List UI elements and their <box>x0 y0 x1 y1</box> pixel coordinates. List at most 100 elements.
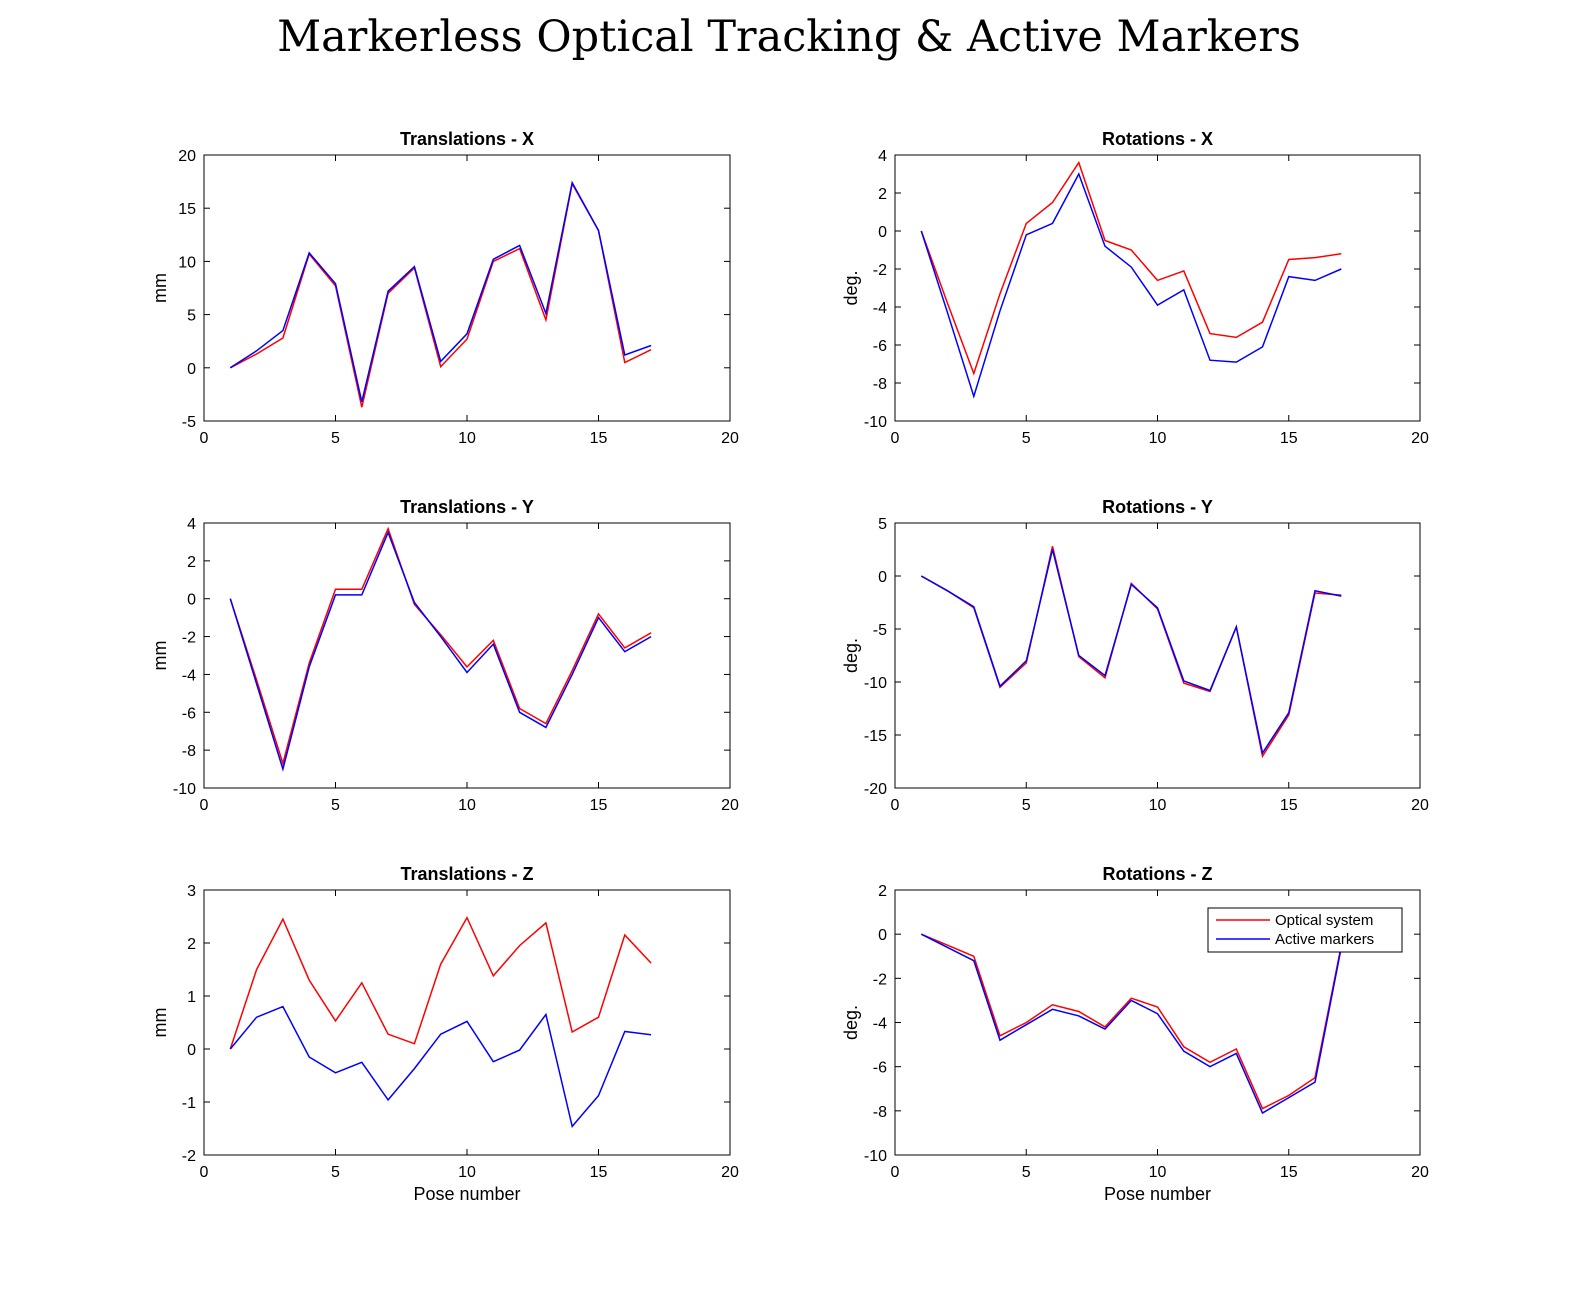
legend-label-active: Active markers <box>1275 931 1374 948</box>
panel-title: Translations - Z <box>400 864 533 884</box>
y-tick-label: -5 <box>873 622 887 639</box>
y-tick-label: -10 <box>864 414 887 431</box>
panel-title: Rotations - Z <box>1103 864 1213 884</box>
x-tick-label: 15 <box>590 797 608 814</box>
series-line-optical <box>920 160 1342 376</box>
y-tick-label: 2 <box>187 554 196 571</box>
series-line-optical <box>229 915 652 1050</box>
y-tick-label: 10 <box>178 254 196 271</box>
y-tick-label: -10 <box>864 1148 887 1165</box>
y-tick-label: 4 <box>187 516 196 533</box>
x-tick-label: 5 <box>1022 797 1031 814</box>
x-tick-label: 10 <box>458 1164 476 1181</box>
y-tick-label: 0 <box>878 927 887 944</box>
x-tick-label: 5 <box>1022 1164 1031 1181</box>
x-tick-label: 10 <box>458 430 476 447</box>
y-tick-label: -6 <box>873 338 887 355</box>
y-tick-label: -1 <box>182 1095 196 1112</box>
y-tick-label: 4 <box>878 148 887 165</box>
y-tick-label: -2 <box>182 1148 196 1165</box>
x-tick-label: 20 <box>721 797 739 814</box>
y-tick-label: 5 <box>878 516 887 533</box>
x-tick-label: 0 <box>891 1164 900 1181</box>
x-tick-label: 15 <box>1280 1164 1298 1181</box>
y-axis-label: mm <box>150 641 170 671</box>
y-tick-label: 2 <box>878 883 887 900</box>
y-tick-label: -4 <box>873 1016 887 1033</box>
figure-title: Markerless Optical Tracking & Active Mar… <box>277 12 1301 62</box>
x-tick-label: 0 <box>200 430 209 447</box>
y-tick-label: -10 <box>864 675 887 692</box>
y-tick-label: 0 <box>878 569 887 586</box>
x-tick-label: 15 <box>1280 797 1298 814</box>
x-tick-label: 10 <box>1149 430 1167 447</box>
y-tick-label: 0 <box>187 592 196 609</box>
chart-panel: 0 5 10 15 20 -10 -8 -6 -4 -2 0 2 Rotations - Z deg. Po… <box>841 864 1429 1204</box>
y-tick-label: 2 <box>878 186 887 203</box>
x-tick-label: 15 <box>590 430 608 447</box>
series-line-active <box>229 180 652 402</box>
y-tick-label: -20 <box>864 781 887 798</box>
series-line-active <box>229 1005 652 1129</box>
chart-panel: 0 5 10 15 20 -10 -8 -6 -4 -2 0 2 4 Rotations - X deg. <box>841 129 1429 447</box>
y-tick-label: 0 <box>187 1042 196 1059</box>
x-tick-label: 0 <box>200 797 209 814</box>
y-axis-label: mm <box>150 273 170 303</box>
x-axis-label: Pose number <box>1104 1184 1211 1204</box>
panel-title: Rotations - X <box>1102 129 1213 149</box>
y-tick-label: 2 <box>187 936 196 953</box>
x-tick-label: 20 <box>721 1164 739 1181</box>
chart-panel: 0 5 10 15 20 -10 -8 -6 -4 -2 0 2 4 Translations - Y mm <box>150 497 739 814</box>
y-tick-label: -6 <box>182 705 196 722</box>
y-axis-label: deg. <box>841 270 861 305</box>
y-axis-label: deg. <box>841 638 861 673</box>
series-line-active <box>920 172 1342 399</box>
x-tick-label: 0 <box>891 430 900 447</box>
y-tick-label: -8 <box>873 376 887 393</box>
series-line-active <box>920 549 1342 755</box>
x-tick-label: 20 <box>1411 797 1429 814</box>
y-tick-label: -6 <box>873 1060 887 1077</box>
chart-panel: 0 5 10 15 20 -20 -15 -10 -5 0 5 Rotations - Y deg. <box>841 497 1429 814</box>
x-tick-label: 5 <box>331 1164 340 1181</box>
plot-frame <box>894 154 1421 422</box>
y-tick-label: -5 <box>182 414 196 431</box>
x-tick-label: 5 <box>331 430 340 447</box>
legend-box <box>1207 907 1403 953</box>
chart-panel: 0 5 10 15 20 -2 -1 0 1 2 3 Translations - Z mm Pose n… <box>150 864 739 1204</box>
y-tick-label: -10 <box>173 781 196 798</box>
plot-frame <box>203 522 731 789</box>
series-line-optical <box>229 526 652 767</box>
x-tick-label: 20 <box>1411 1164 1429 1181</box>
x-tick-label: 20 <box>721 430 739 447</box>
x-tick-label: 10 <box>1149 797 1167 814</box>
y-tick-label: 15 <box>178 201 196 218</box>
panel-title: Translations - X <box>400 129 534 149</box>
y-tick-label: -8 <box>873 1104 887 1121</box>
y-tick-label: 0 <box>878 224 887 241</box>
panel-title: Translations - Y <box>400 497 534 517</box>
x-tick-label: 15 <box>1280 430 1298 447</box>
y-tick-label: 1 <box>187 989 196 1006</box>
y-tick-label: 5 <box>187 308 196 325</box>
legend: Optical system Active markers <box>1207 907 1403 953</box>
panel-title: Rotations - Y <box>1102 497 1213 517</box>
y-axis-label: mm <box>150 1008 170 1038</box>
x-tick-label: 10 <box>458 797 476 814</box>
y-tick-label: -2 <box>873 262 887 279</box>
x-tick-label: 0 <box>891 797 900 814</box>
x-tick-label: 5 <box>331 797 340 814</box>
y-tick-label: -15 <box>864 728 887 745</box>
series-line-active <box>920 933 1343 1115</box>
y-tick-label: 20 <box>178 148 196 165</box>
x-tick-label: 0 <box>200 1164 209 1181</box>
y-tick-label: 0 <box>187 361 196 378</box>
x-tick-label: 20 <box>1411 430 1429 447</box>
y-axis-label: deg. <box>841 1005 861 1040</box>
y-tick-label: -4 <box>182 667 196 684</box>
series-line-optical <box>921 933 1343 1110</box>
x-tick-label: 5 <box>1022 430 1031 447</box>
y-tick-label: -2 <box>873 971 887 988</box>
y-tick-label: -2 <box>182 630 196 647</box>
